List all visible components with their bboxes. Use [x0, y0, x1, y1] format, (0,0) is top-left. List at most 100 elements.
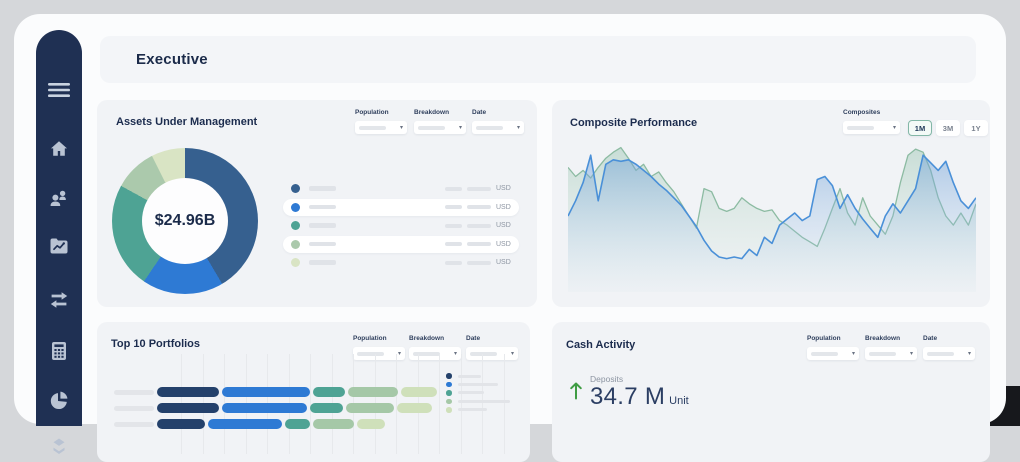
breakdown-select[interactable]: ▾: [865, 347, 917, 360]
text-placeholder: [309, 260, 336, 265]
sidebar-item-allocation[interactable]: [44, 388, 74, 412]
bar-segment[interactable]: [348, 387, 398, 397]
gridline: [503, 354, 505, 454]
bar-segment[interactable]: [208, 419, 282, 429]
calculator-icon: [52, 342, 66, 360]
deposits-label: Deposits: [590, 374, 624, 384]
value-placeholder: [467, 223, 491, 228]
bar-segment[interactable]: [157, 403, 219, 413]
breakdown-select[interactable]: ▾: [409, 347, 461, 360]
select-placeholder: [811, 351, 838, 356]
bar-segment[interactable]: [397, 403, 432, 413]
bar-row: [157, 419, 385, 429]
legend-color-dot: [446, 390, 452, 396]
breakdown-filter: Breakdown ▾: [414, 109, 466, 134]
date-select[interactable]: ▾: [472, 121, 524, 134]
population-filter: Population ▾: [355, 109, 407, 134]
legend-item[interactable]: USD: [283, 180, 519, 197]
sidebar-item-portfolios[interactable]: [44, 234, 74, 258]
bar-segment[interactable]: [357, 419, 385, 429]
composites-select[interactable]: ▾: [843, 121, 900, 134]
select-placeholder: [413, 351, 440, 356]
text-placeholder: [457, 399, 510, 403]
portfolio-name-placeholder: [114, 405, 154, 411]
range-button-3m[interactable]: 3M: [936, 120, 960, 136]
menu-button[interactable]: [44, 78, 74, 102]
legend-item[interactable]: USD: [283, 198, 519, 216]
date-filter-label: Date: [472, 109, 487, 116]
date-filter: Date ▾: [472, 109, 524, 134]
date-select[interactable]: ▾: [466, 347, 518, 360]
range-button-1y[interactable]: 1Y: [964, 120, 988, 136]
legend-color-dot: [446, 407, 452, 413]
cash-card-title: Cash Activity: [566, 339, 636, 351]
text-placeholder: [457, 374, 481, 378]
value-placeholder: [445, 260, 462, 265]
value-placeholder: [467, 242, 491, 246]
sidebar-item-layers[interactable]: [44, 435, 74, 459]
bar-segment[interactable]: [157, 419, 205, 429]
select-placeholder: [476, 125, 503, 130]
performance-card: Composite Performance Composites ▾ 1M 3M…: [552, 100, 990, 307]
select-placeholder: [927, 351, 954, 356]
sidebar-item-calculations[interactable]: [44, 339, 74, 363]
legend-item[interactable]: USD: [283, 235, 519, 253]
population-select[interactable]: ▾: [353, 347, 405, 360]
page-title: Executive: [136, 51, 208, 68]
bar-segment[interactable]: [346, 403, 394, 413]
hamburger-menu-icon: [48, 83, 70, 97]
currency-label: USD: [496, 240, 511, 248]
population-filter-label: Population: [353, 335, 387, 342]
legend-item[interactable]: USD: [283, 254, 519, 271]
legend-color-dot: [446, 381, 452, 388]
composite-blue-area: [568, 155, 976, 292]
bar-segment[interactable]: [401, 387, 437, 397]
date-select[interactable]: ▾: [923, 347, 975, 360]
currency-label: USD: [496, 259, 511, 266]
chevron-down-icon: ▾: [967, 350, 971, 357]
bar-segment[interactable]: [285, 419, 310, 429]
legend-item: [446, 397, 510, 405]
legend-item: [446, 372, 510, 380]
chevron-down-icon: ▾: [516, 124, 520, 131]
value-placeholder: [445, 186, 462, 191]
gridline: [396, 354, 397, 454]
bar-row: [157, 403, 432, 413]
select-placeholder: [847, 125, 874, 130]
donut-center-value: $24.96B: [154, 212, 216, 229]
population-select[interactable]: ▾: [807, 347, 859, 360]
bar-segment[interactable]: [157, 387, 219, 397]
value-placeholder: [445, 223, 462, 228]
population-select[interactable]: ▾: [355, 121, 407, 134]
value-placeholder: [445, 242, 462, 246]
population-filter: Population ▾: [807, 335, 859, 360]
sidebar-item-home[interactable]: [44, 137, 74, 161]
breakdown-select[interactable]: ▾: [414, 121, 466, 134]
chevron-down-icon: ▾: [892, 124, 896, 131]
bar-segment[interactable]: [222, 387, 310, 397]
composites-filter: Composites ▾: [843, 109, 900, 134]
sidebar-item-transactions[interactable]: [44, 288, 74, 312]
users-icon: [50, 190, 66, 206]
pie-chart-icon: [50, 391, 68, 410]
legend-item[interactable]: USD: [283, 217, 519, 234]
sidebar-item-clients[interactable]: [44, 186, 74, 210]
range-button-1m[interactable]: 1M: [908, 120, 932, 136]
portfolio-chart-icon: [50, 238, 68, 254]
text-placeholder: [309, 241, 336, 247]
gridline: [482, 354, 483, 454]
legend-color-dot: [291, 221, 300, 230]
deposits-value: 34.7 M: [590, 383, 666, 410]
legend-color-dot: [291, 258, 300, 267]
bar-segment[interactable]: [313, 387, 345, 397]
bar-segment[interactable]: [222, 403, 307, 413]
donut-center: $24.96B: [142, 178, 228, 264]
deposits-unit: Unit: [669, 395, 689, 407]
bar-segment[interactable]: [313, 419, 354, 429]
chevron-down-icon: ▾: [510, 350, 514, 357]
bar-row: [157, 387, 437, 397]
aum-donut-chart[interactable]: $24.96B: [112, 148, 258, 294]
transfers-icon: [50, 292, 68, 308]
aum-card-title: Assets Under Management: [116, 116, 258, 128]
bar-segment[interactable]: [310, 403, 343, 413]
